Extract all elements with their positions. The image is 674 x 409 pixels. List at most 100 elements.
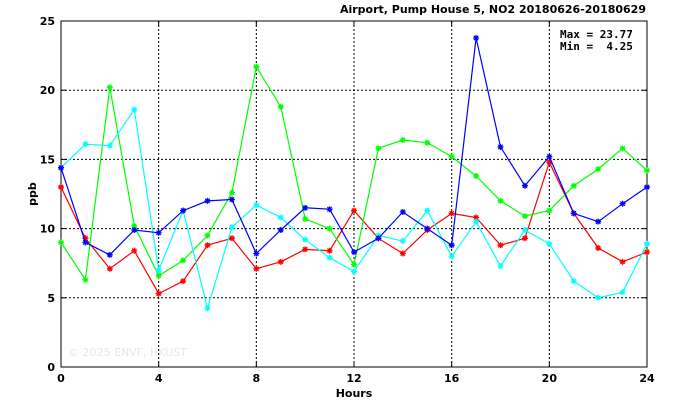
data-point [302, 215, 309, 222]
data-point [497, 197, 504, 204]
x-tick-label: 20 [542, 372, 558, 385]
data-point [180, 257, 187, 264]
data-point [155, 229, 162, 236]
y-tick-label: 5 [47, 292, 55, 305]
data-point [351, 268, 357, 275]
data-point [595, 244, 602, 251]
x-tick-label: 16 [444, 372, 460, 385]
data-point [375, 145, 382, 152]
data-point [570, 278, 577, 285]
data-point [644, 167, 650, 174]
data-point [497, 242, 504, 249]
data-point [82, 141, 89, 148]
data-point [302, 204, 309, 211]
data-point [521, 213, 528, 220]
data-point [424, 225, 431, 232]
data-point [228, 235, 235, 242]
data-point [106, 265, 113, 272]
data-point [570, 210, 577, 217]
data-point [448, 153, 455, 160]
y-tick-labels: 0 5 10 15 20 25 [40, 15, 56, 374]
data-point [326, 254, 333, 261]
data-point [644, 240, 650, 247]
data-point [106, 142, 113, 149]
axis-ticks [60, 20, 648, 368]
data-point [644, 184, 650, 191]
data-point [277, 226, 284, 233]
data-point [326, 225, 333, 232]
data-point [521, 235, 528, 242]
series-layer [58, 35, 650, 312]
watermark: © 2025 ENVF, HKUST [68, 346, 187, 359]
x-tick-label: 12 [346, 372, 361, 385]
data-point [546, 207, 553, 214]
data-point [448, 253, 455, 260]
data-point [277, 103, 284, 110]
data-point [180, 207, 187, 214]
data-point [399, 250, 406, 257]
data-point [473, 173, 480, 180]
data-point [253, 265, 260, 272]
y-tick-label: 15 [40, 153, 55, 166]
data-point [131, 247, 138, 254]
data-point [351, 207, 357, 214]
data-point [595, 218, 602, 225]
y-tick-label: 10 [40, 223, 56, 236]
data-point [399, 238, 406, 245]
data-point [228, 196, 235, 203]
data-point [326, 206, 333, 213]
data-point [131, 106, 138, 113]
data-point [204, 305, 211, 312]
data-point [619, 258, 626, 265]
data-point [546, 240, 553, 247]
data-point [473, 35, 480, 42]
y-tick-label: 25 [40, 15, 55, 28]
data-point [595, 294, 602, 301]
data-point [473, 214, 480, 221]
series-4 [58, 35, 650, 258]
data-point [619, 200, 626, 207]
series-2 [58, 63, 650, 283]
y-tick-label: 20 [40, 84, 56, 97]
data-point [253, 63, 260, 70]
data-point [82, 276, 89, 283]
data-point [302, 246, 309, 253]
x-axis-label: Hours [336, 387, 373, 400]
data-point [351, 249, 357, 256]
data-point [277, 258, 284, 265]
x-tick-label: 8 [253, 372, 261, 385]
data-point [106, 251, 113, 258]
data-point [204, 232, 211, 239]
y-axis-label: ppb [26, 182, 39, 206]
data-point [58, 164, 64, 171]
series-3 [58, 106, 650, 312]
data-point [448, 210, 455, 217]
data-point [595, 166, 602, 173]
data-point [399, 208, 406, 215]
data-point [277, 214, 284, 221]
max-stat: Max = 23.77 [560, 28, 633, 41]
min-stat: Min = 4.25 [560, 40, 633, 53]
data-point [131, 222, 138, 229]
data-point [58, 184, 64, 191]
series-1 [58, 159, 650, 297]
data-point [570, 182, 577, 189]
data-point [228, 224, 235, 231]
data-point [106, 84, 113, 91]
data-point [644, 249, 650, 256]
data-point [521, 226, 528, 233]
data-point [326, 247, 333, 254]
data-point [424, 139, 431, 146]
y-tick-label: 0 [47, 361, 55, 374]
data-point [399, 137, 406, 144]
data-point [228, 189, 235, 196]
x-tick-labels: 0 4 8 12 16 20 24 [57, 372, 655, 385]
data-point [473, 218, 480, 225]
data-point [546, 153, 553, 160]
data-point [619, 145, 626, 152]
data-point [546, 159, 553, 166]
data-point [82, 235, 89, 242]
data-point [253, 202, 260, 209]
data-point [497, 262, 504, 269]
